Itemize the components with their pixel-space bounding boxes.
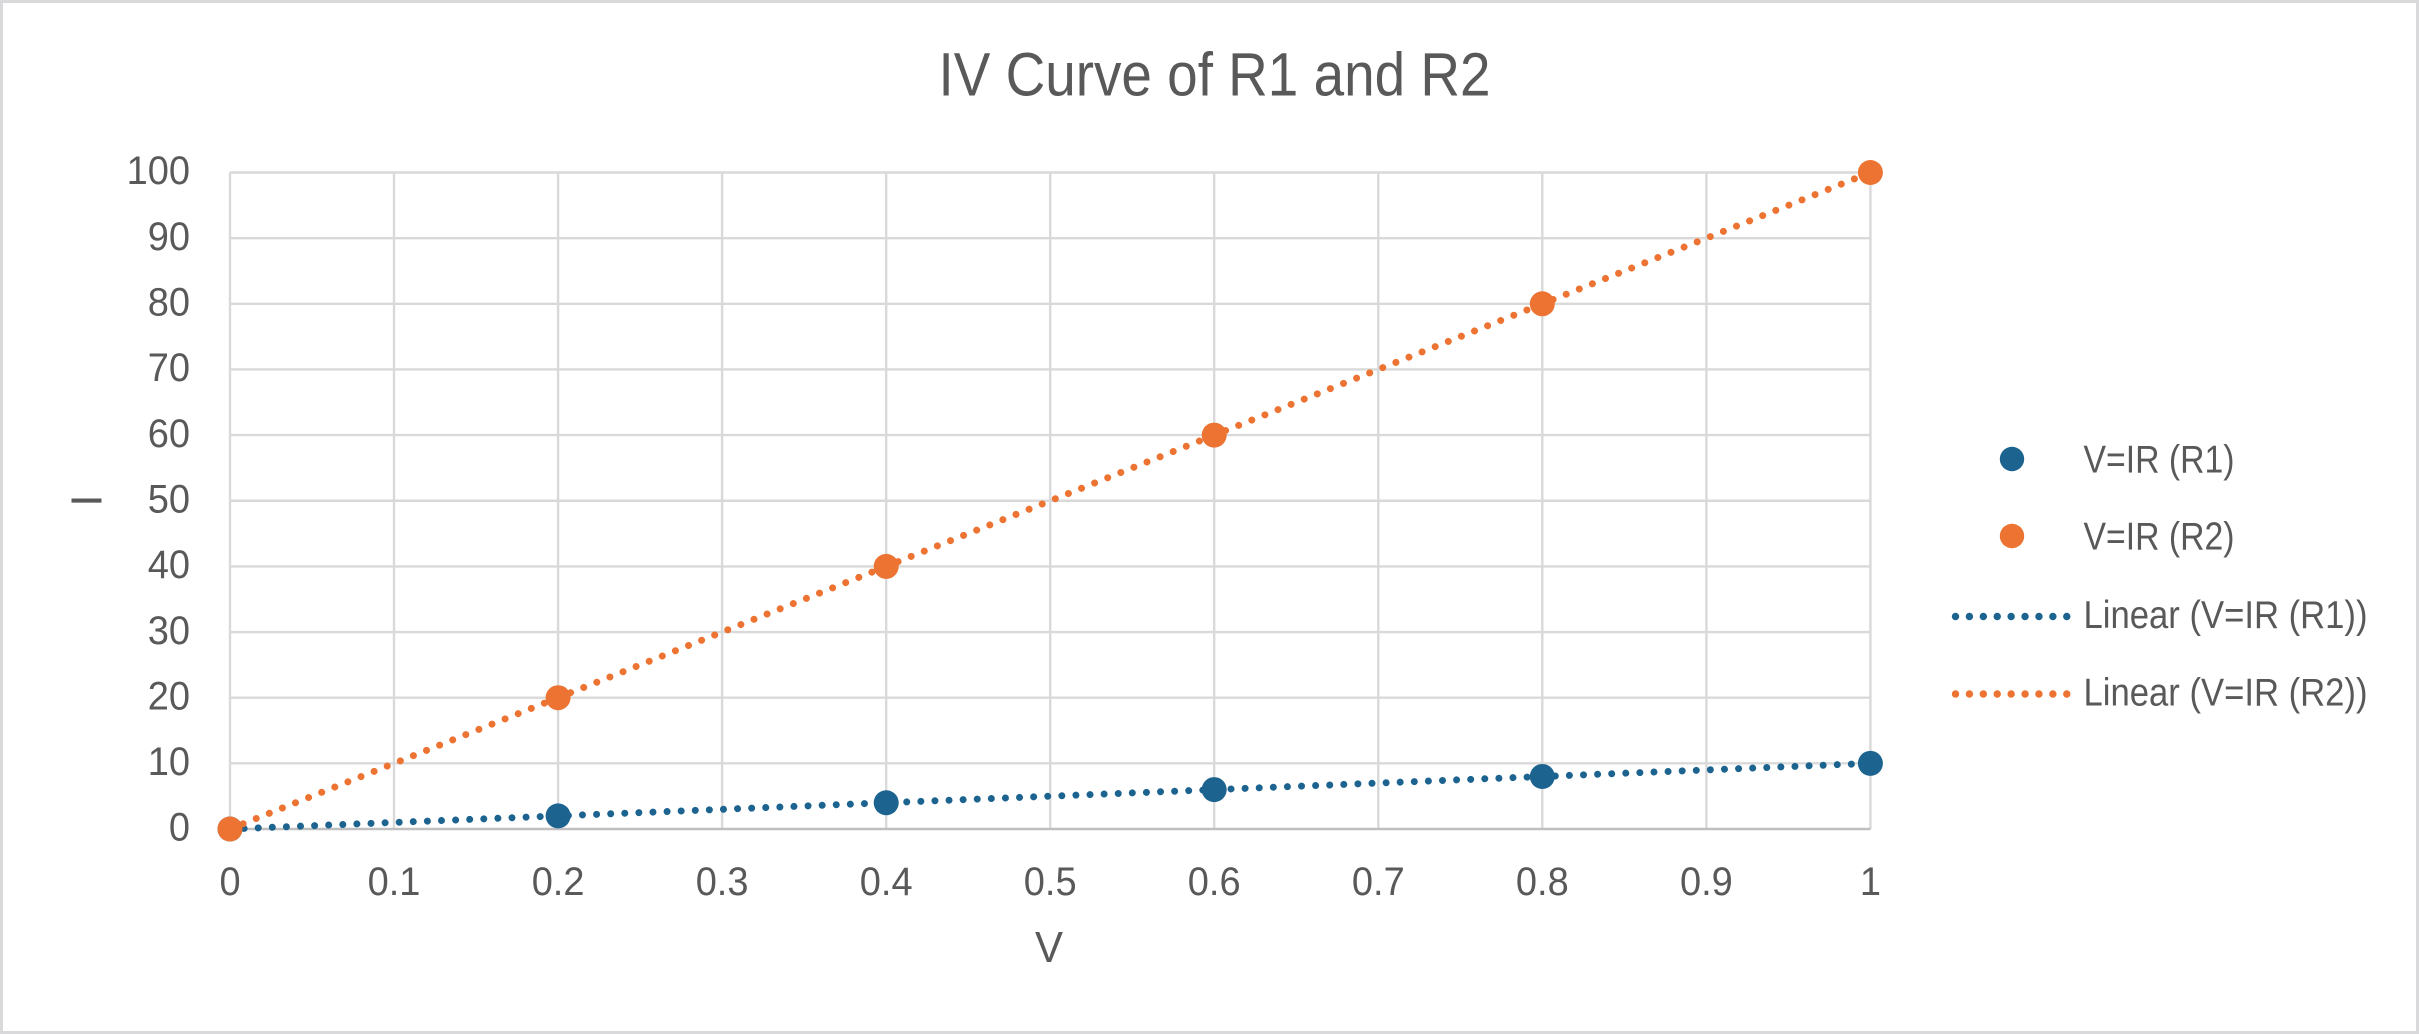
svg-text:0: 0: [169, 806, 190, 850]
svg-text:Linear (V=IR (R1)): Linear (V=IR (R1)): [2084, 594, 2368, 637]
svg-text:50: 50: [148, 477, 190, 521]
svg-text:Linear (V=IR (R2)): Linear (V=IR (R2)): [2084, 671, 2368, 714]
svg-text:60: 60: [148, 412, 190, 456]
svg-text:20: 20: [148, 674, 190, 718]
svg-text:0.7: 0.7: [1352, 860, 1405, 904]
svg-text:0: 0: [219, 860, 240, 904]
svg-text:0.3: 0.3: [696, 860, 749, 904]
svg-text:80: 80: [148, 281, 190, 325]
svg-text:40: 40: [148, 543, 190, 587]
svg-text:V: V: [1035, 923, 1064, 972]
svg-text:0.6: 0.6: [1188, 860, 1241, 904]
svg-text:0.1: 0.1: [368, 860, 421, 904]
svg-text:IV Curve of R1 and R2: IV Curve of R1 and R2: [939, 41, 1491, 109]
svg-text:0.8: 0.8: [1516, 860, 1569, 904]
svg-text:I: I: [63, 494, 112, 506]
svg-text:30: 30: [148, 609, 190, 653]
svg-text:90: 90: [148, 215, 190, 259]
svg-text:0.2: 0.2: [532, 860, 585, 904]
svg-text:0.5: 0.5: [1024, 860, 1077, 904]
svg-text:V=IR (R2): V=IR (R2): [2084, 515, 2235, 558]
svg-text:V=IR (R1): V=IR (R1): [2084, 438, 2235, 481]
svg-text:1: 1: [1860, 860, 1881, 904]
svg-text:10: 10: [148, 740, 190, 784]
svg-text:0.9: 0.9: [1680, 860, 1733, 904]
svg-text:100: 100: [127, 149, 190, 193]
svg-text:70: 70: [148, 346, 190, 390]
svg-text:0.4: 0.4: [860, 860, 913, 904]
